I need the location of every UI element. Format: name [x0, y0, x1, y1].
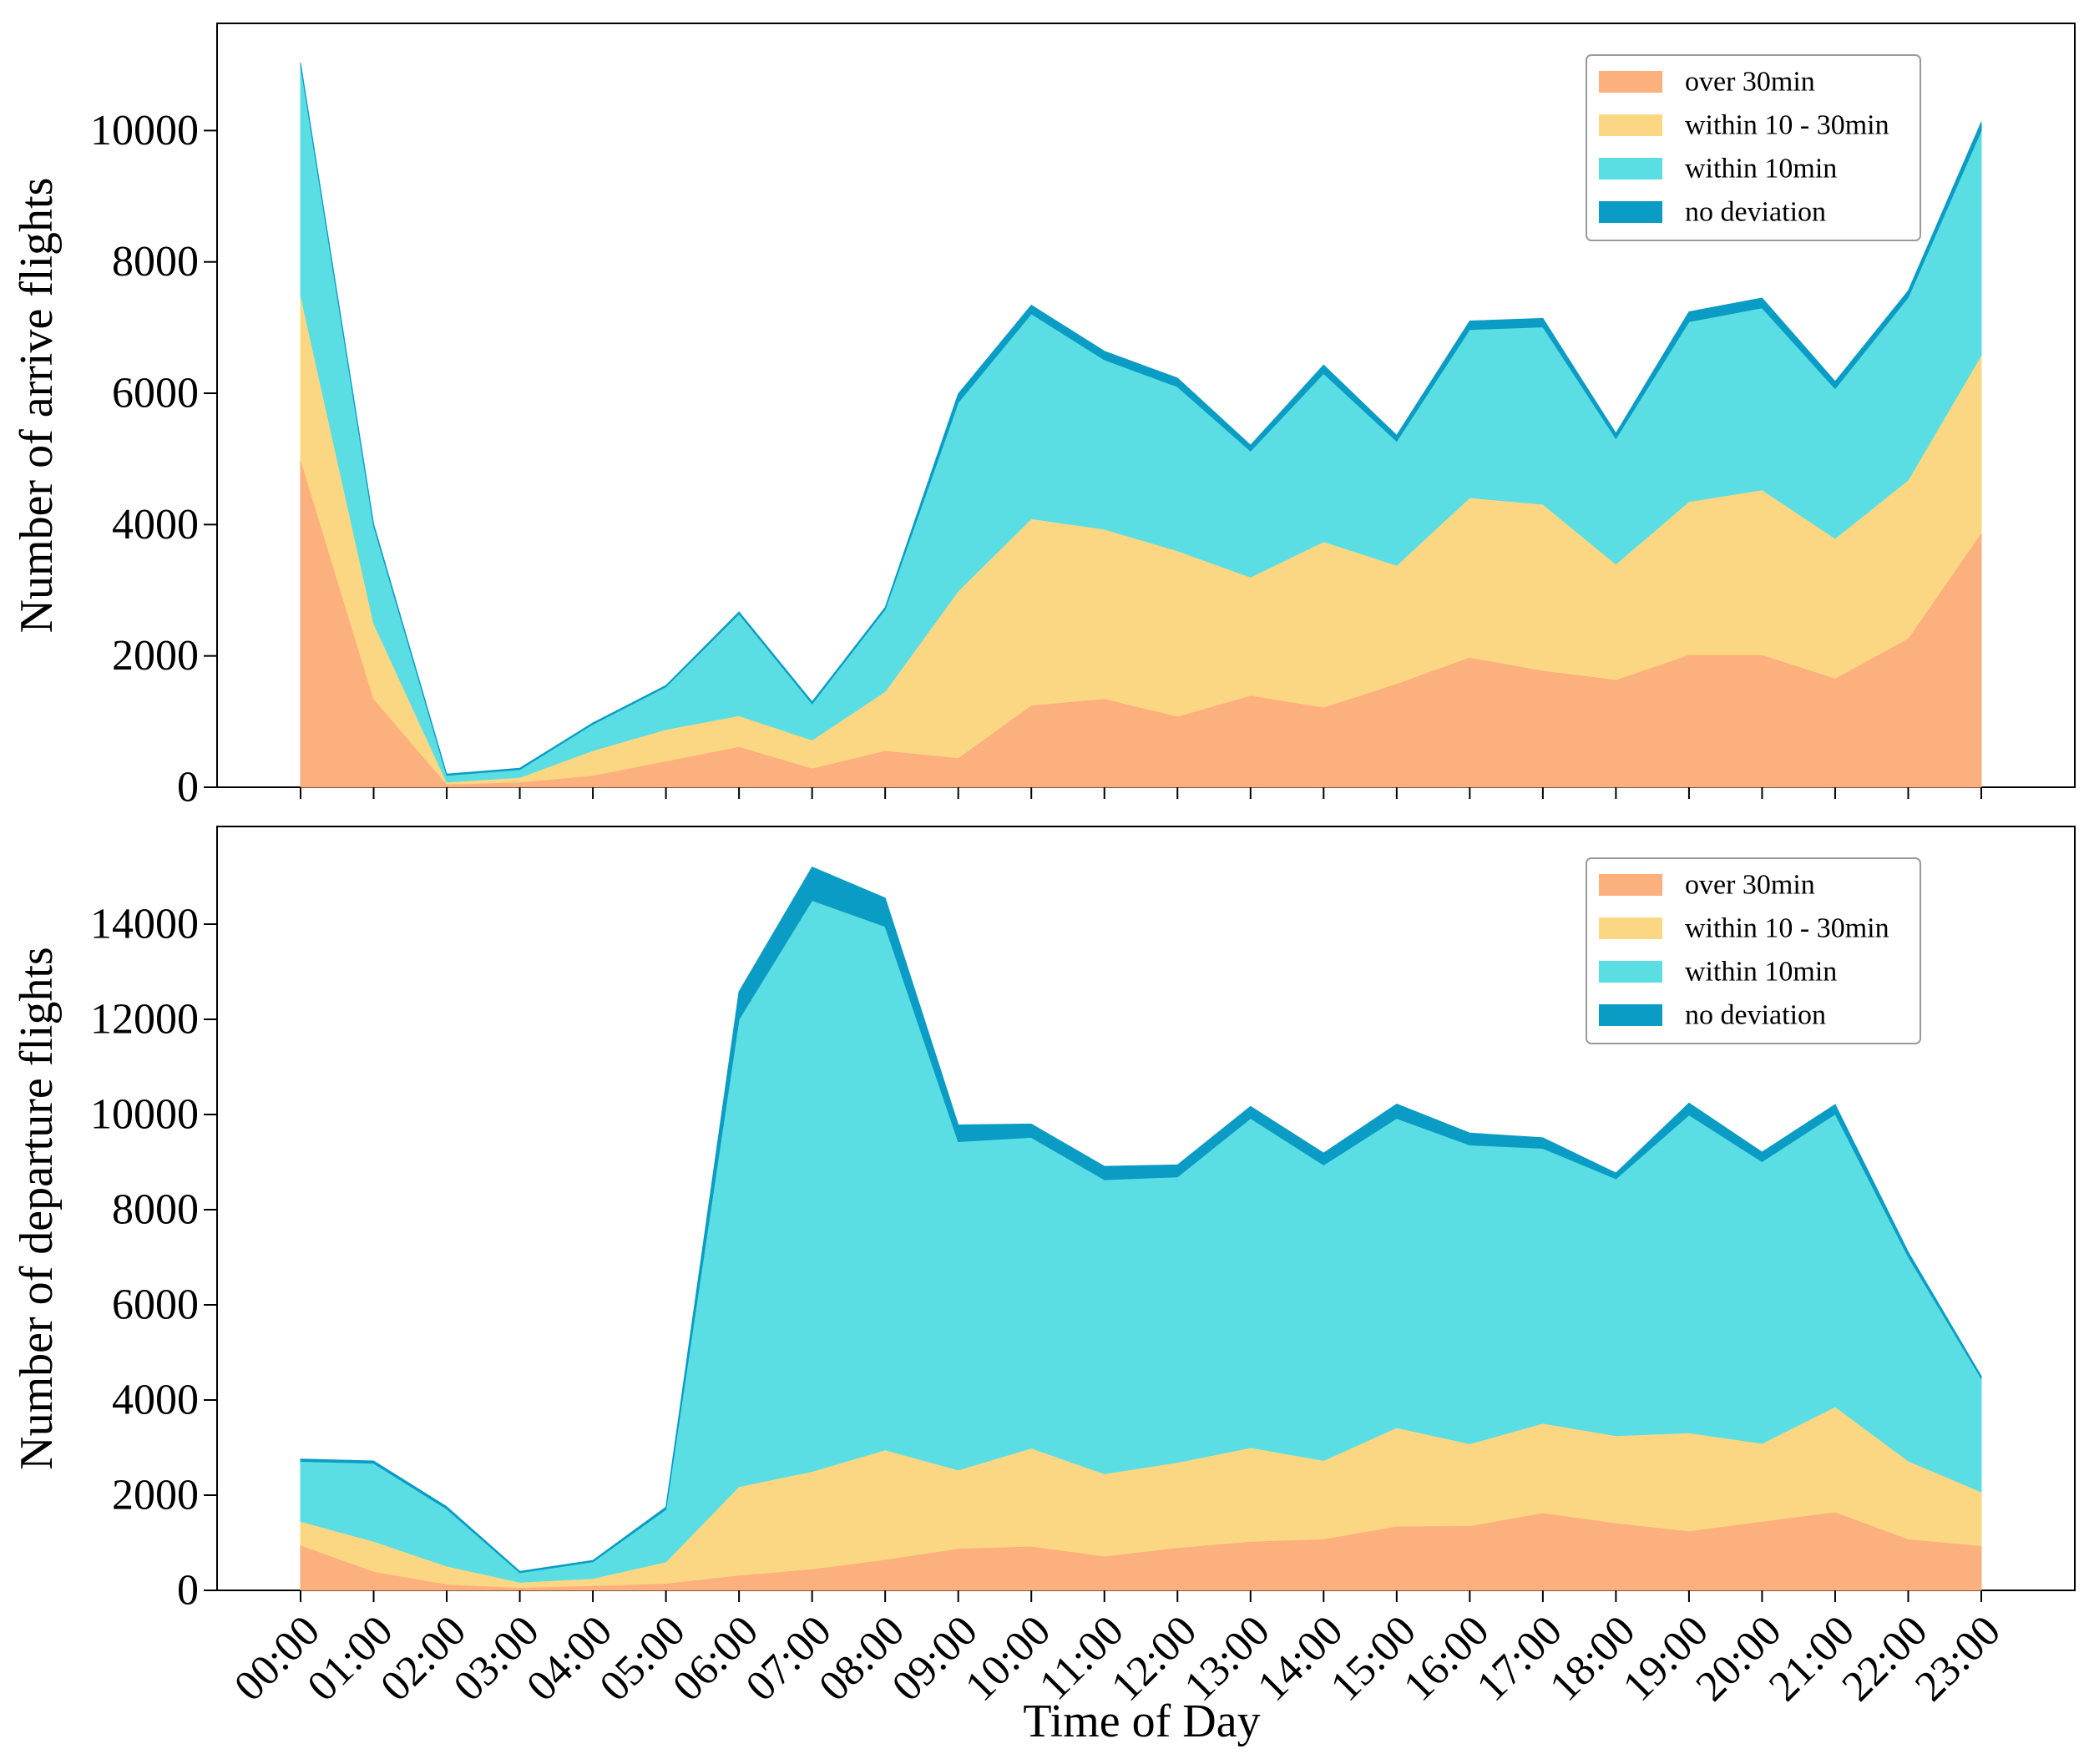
arrive-legend-swatch-no-deviation [1599, 201, 1662, 223]
departure-legend-box [1586, 857, 1921, 1044]
departure-y-tick-label: 4000 [112, 1377, 199, 1424]
x-tick-label: 06:00 [664, 1607, 767, 1711]
arrive-y-tick-label: 6000 [112, 370, 199, 417]
x-tick-label: 05:00 [591, 1607, 695, 1711]
x-tick-label: 17:00 [1468, 1607, 1571, 1711]
departure-y-tick-label: 12000 [90, 996, 199, 1044]
arrive-legend-label-within-10-30min: within 10 - 30min [1685, 110, 1889, 141]
x-tick-label: 19:00 [1614, 1607, 1717, 1711]
x-tick-label: 02:00 [372, 1607, 475, 1711]
departure-legend-swatch-no-deviation [1599, 1004, 1662, 1026]
departure-legend-swatch-over-30min [1599, 874, 1662, 896]
x-tick-label: 09:00 [883, 1607, 987, 1711]
arrive-legend-swatch-within-10min [1599, 158, 1662, 179]
arrive-y-tick-label: 4000 [112, 501, 199, 548]
departure-legend-label-within-10min: within 10min [1685, 957, 1837, 988]
x-tick-label: 21:00 [1760, 1607, 1864, 1711]
x-tick-label: 03:00 [445, 1607, 549, 1711]
x-tick-label: 20:00 [1687, 1607, 1791, 1711]
arrive-flights-chart: 0 2000 4000 6000 8000 10000 Number of arrive f… [11, 23, 2076, 811]
arrive-y-tick-label: 10000 [90, 107, 199, 154]
x-tick-label: 23:00 [1906, 1607, 2010, 1711]
departure-y-tick-label: 2000 [112, 1472, 199, 1519]
departure-y-tick-label: 6000 [112, 1281, 199, 1329]
arrive-y-tick-label: 0 [177, 764, 199, 811]
x-tick-label: 01:00 [299, 1607, 402, 1711]
departure-y-tick-label: 8000 [112, 1186, 199, 1234]
x-tick-label: 18:00 [1540, 1607, 1644, 1711]
departure-legend-swatch-within-10min [1599, 961, 1662, 983]
departure-legend-label-over-30min: over 30min [1685, 870, 1815, 901]
x-tick-label: 14:00 [1248, 1607, 1352, 1711]
departure-areas [300, 867, 1982, 1591]
arrive-legend: over 30min within 10 - 30min within 10min n… [1586, 54, 1921, 241]
departure-flights-chart: 0 2000 4000 6000 8000 10000 12000 14000 Number o… [11, 826, 2076, 1615]
x-tick-label: 16:00 [1394, 1607, 1498, 1711]
x-tick-label: 15:00 [1322, 1607, 1425, 1711]
arrive-y-tick-label: 2000 [112, 632, 199, 680]
arrive-y-tick-label: 8000 [112, 238, 199, 286]
arrive-legend-label-over-30min: over 30min [1685, 67, 1815, 98]
departure-legend-swatch-within-10-30min [1599, 917, 1662, 939]
departure-legend-label-no-deviation: no deviation [1685, 1000, 1826, 1031]
departure-y-tick-label: 10000 [90, 1091, 199, 1139]
arrive-area-no-deviation [300, 62, 1982, 776]
arrive-y-axis-label: Number of arrive flights [11, 178, 63, 634]
arrive-legend-label-within-10min: within 10min [1685, 154, 1837, 184]
x-tick-label: 04:00 [518, 1607, 621, 1711]
x-tick-label: 00:00 [225, 1607, 329, 1711]
departure-area-no-deviation [300, 867, 1982, 1574]
departure-legend: over 30min within 10 - 30min within 10min n… [1586, 857, 1921, 1044]
departure-y-tick-label: 0 [177, 1567, 199, 1615]
departure-y-axis-label: Number of departure flights [11, 947, 63, 1470]
arrive-legend-box [1586, 54, 1921, 241]
x-tick-label: 08:00 [810, 1607, 913, 1711]
x-tick-label: 11:00 [1030, 1607, 1133, 1710]
x-tick-label: 07:00 [737, 1607, 841, 1711]
arrive-legend-swatch-within-10-30min [1599, 114, 1662, 136]
x-tick-label: 22:00 [1834, 1607, 1937, 1711]
x-axis-label: Time of Day [1023, 1696, 1260, 1747]
departure-legend-label-within-10-30min: within 10 - 30min [1685, 913, 1889, 944]
arrive-legend-swatch-over-30min [1599, 71, 1662, 93]
departure-y-tick-label: 14000 [90, 901, 199, 948]
arrive-legend-label-no-deviation: no deviation [1685, 197, 1826, 228]
time-of-day-x-axis: 00:0001:0002:0003:0004:0005:0006:0007:00… [225, 1607, 2010, 1747]
